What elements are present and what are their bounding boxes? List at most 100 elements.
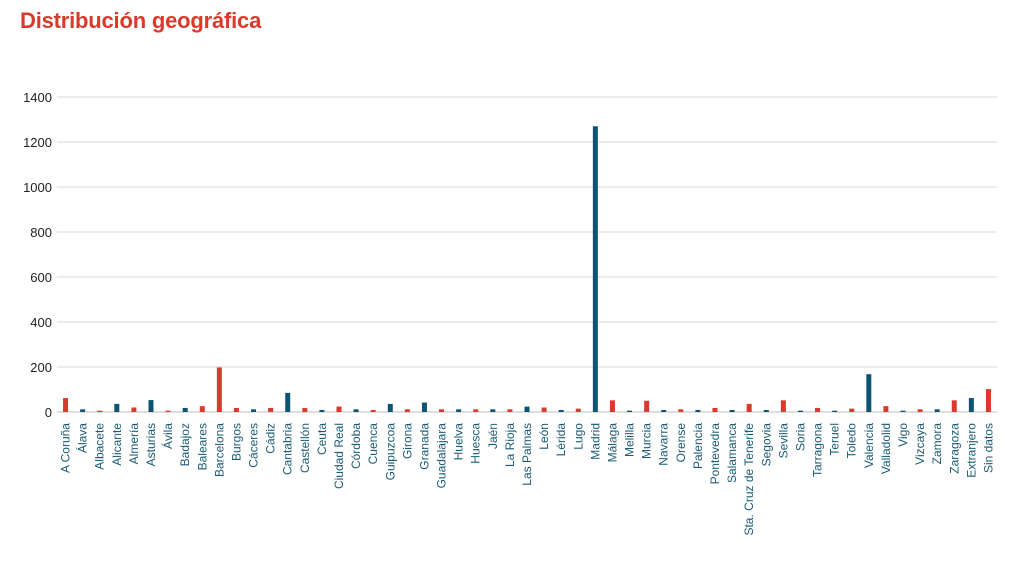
chart-title: Distribución geográfica (20, 8, 262, 33)
x-tick-label: Huesca (469, 423, 483, 464)
gridlines (57, 96, 997, 413)
bar (815, 407, 821, 412)
bar (575, 408, 581, 412)
bar (917, 409, 923, 412)
x-tick-label: Cuenca (366, 423, 380, 465)
x-tick-label: Zaragoza (947, 423, 961, 474)
x-tick-label: Granada (417, 423, 431, 470)
x-tick-label: León (537, 423, 551, 450)
bar (97, 410, 103, 412)
x-tick-label: Valencia (862, 423, 876, 468)
y-tick-label: 0 (45, 405, 52, 420)
bar (233, 407, 239, 412)
bar (695, 409, 701, 412)
x-axis-ticks: A Coruña Álava Albacete Alicante Almería Astu… (59, 423, 996, 536)
x-tick-label: Ciudad Real (332, 423, 346, 489)
x-tick-label: Sin datos (981, 423, 995, 473)
x-tick-label: Albacete (93, 423, 107, 470)
bar (165, 410, 171, 412)
x-tick-label: Orense (674, 423, 688, 463)
bar (883, 406, 889, 412)
x-tick-label: Las Palmas (520, 423, 534, 486)
x-tick-label: A Coruña (59, 423, 73, 473)
x-tick-label: Soria (793, 423, 807, 451)
x-tick-label: Tarragona (811, 423, 825, 477)
bar (421, 402, 427, 412)
bar (182, 407, 188, 412)
bar (524, 406, 530, 412)
x-tick-label: Valladolid (879, 423, 893, 474)
x-tick-label: Madrid (588, 423, 602, 460)
bar (866, 374, 872, 412)
x-tick-label: Badajoz (178, 423, 192, 466)
y-tick-label: 800 (30, 225, 52, 240)
bar (268, 407, 274, 412)
bar (729, 409, 735, 412)
x-tick-label: Segovia (759, 423, 773, 467)
bar (336, 406, 342, 412)
bar (951, 400, 957, 412)
bar (370, 409, 376, 412)
bar (387, 403, 393, 412)
bar (302, 407, 308, 412)
x-tick-label: Girona (400, 423, 414, 459)
bar (148, 400, 154, 412)
bar (490, 409, 496, 412)
x-tick-label: Melilla (623, 423, 637, 457)
x-tick-label: Cáceres (247, 423, 261, 468)
x-tick-label: Asturias (144, 423, 158, 466)
x-tick-label: Almería (127, 423, 141, 465)
x-tick-label: La Rioja (503, 423, 517, 467)
x-tick-label: Cantabria (281, 423, 295, 475)
bar (592, 126, 598, 412)
bar (763, 409, 769, 412)
x-tick-label: Sta. Cruz de Tenerife (742, 423, 756, 536)
x-tick-label: Ceuta (315, 423, 329, 455)
x-tick-label: Toledo (845, 423, 859, 459)
bar (319, 409, 325, 412)
bar (251, 409, 257, 412)
y-axis-ticks: 0 200 400 600 800 1000 1200 1400 (23, 90, 52, 420)
x-tick-label: Málaga (605, 423, 619, 463)
y-tick-label: 1400 (23, 90, 52, 105)
x-tick-label: Sevilla (776, 423, 790, 459)
x-tick-label: Palencia (691, 423, 705, 469)
x-tick-label: Zamora (930, 423, 944, 465)
bar (541, 407, 547, 412)
x-tick-label: Alicante (110, 423, 124, 466)
y-tick-label: 200 (30, 360, 52, 375)
bar (216, 367, 222, 412)
x-tick-label: Lérida (554, 423, 568, 457)
bar (900, 410, 906, 412)
bar (285, 392, 291, 412)
bar (473, 409, 479, 412)
bar (780, 400, 786, 412)
bar (353, 409, 359, 412)
bar (80, 409, 86, 412)
bar (797, 410, 803, 412)
bar (63, 398, 69, 412)
y-tick-label: 1000 (23, 180, 52, 195)
bar (627, 410, 633, 412)
bar (661, 409, 667, 412)
x-tick-label: Castellón (298, 423, 312, 473)
bar (558, 409, 564, 412)
x-tick-label: Guipuzcoa (383, 423, 397, 481)
bar (934, 409, 940, 412)
x-tick-label: Murcia (640, 423, 654, 459)
x-tick-label: Ávila (160, 423, 175, 449)
x-tick-label: Córdoba (349, 423, 363, 469)
x-tick-label: Lugo (571, 423, 585, 450)
x-tick-label: Navarra (657, 423, 671, 466)
bar (199, 406, 205, 412)
x-tick-label: Cádiz (264, 423, 278, 454)
bar (849, 408, 855, 412)
x-tick-label: Pontevedra (708, 423, 722, 485)
bar (746, 403, 752, 412)
bar (114, 403, 120, 412)
bar (985, 389, 991, 412)
y-tick-label: 400 (30, 315, 52, 330)
x-tick-label: Huelva (452, 423, 466, 461)
bar (609, 400, 615, 412)
